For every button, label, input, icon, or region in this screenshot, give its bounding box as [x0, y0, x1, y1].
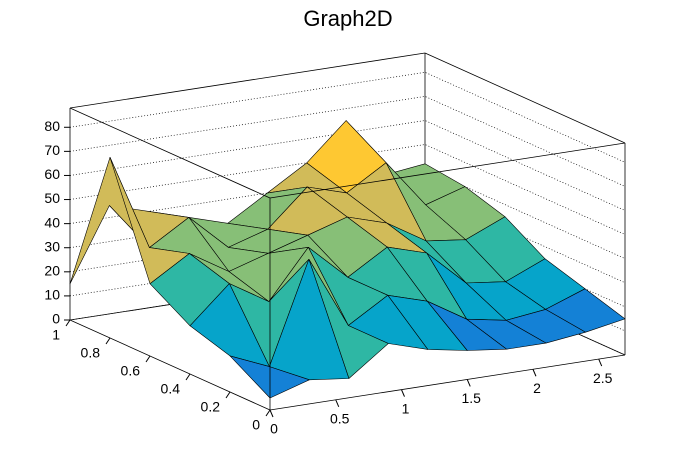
- y-tick: [225, 391, 231, 399]
- y-tick: [65, 319, 71, 327]
- y-tick-label: 0.6: [121, 363, 141, 379]
- x-tick-label: 1: [402, 400, 410, 416]
- box-edge: [69, 107, 271, 199]
- box-edge: [424, 52, 626, 144]
- x-tick-label: 2.5: [593, 370, 613, 386]
- z-tick-label: 40: [44, 214, 60, 230]
- x-tick: [466, 379, 471, 387]
- y-tick-label: 0: [252, 417, 260, 433]
- z-tick-label: 80: [44, 118, 60, 134]
- x-tick: [335, 399, 340, 408]
- y-tick-label: 0.8: [81, 345, 101, 361]
- z-tick-label: 70: [44, 142, 60, 158]
- y-tick: [265, 409, 271, 417]
- x-tick-label: 2: [533, 380, 541, 396]
- z-tick-label: 50: [44, 190, 60, 206]
- y-tick: [145, 355, 151, 363]
- x-tick: [269, 409, 274, 418]
- y-tick-label: 1: [52, 327, 60, 343]
- y-axis: [69, 319, 271, 411]
- x-tick-label: 0: [270, 421, 278, 437]
- x-tick: [598, 358, 603, 367]
- z-tick-label: 60: [44, 166, 60, 182]
- z-tick-label: 10: [44, 287, 60, 303]
- box-edge: [269, 142, 626, 199]
- chart-title: Graph2D: [303, 6, 392, 31]
- x-tick-label: 1.5: [461, 390, 481, 406]
- z-tick-label: 30: [44, 238, 60, 254]
- x-tick: [401, 389, 405, 397]
- z-tick-label: 20: [44, 263, 60, 279]
- y-tick: [105, 337, 111, 345]
- x-axis: [269, 354, 626, 411]
- y-tick-label: 0.2: [201, 399, 221, 415]
- y-tick-label: 0.4: [161, 381, 181, 397]
- z-tick-label: 0: [52, 311, 60, 327]
- x-tick: [532, 369, 537, 377]
- box-edge: [69, 52, 426, 109]
- x-tick-label: 0.5: [330, 411, 350, 427]
- y-tick: [185, 373, 191, 381]
